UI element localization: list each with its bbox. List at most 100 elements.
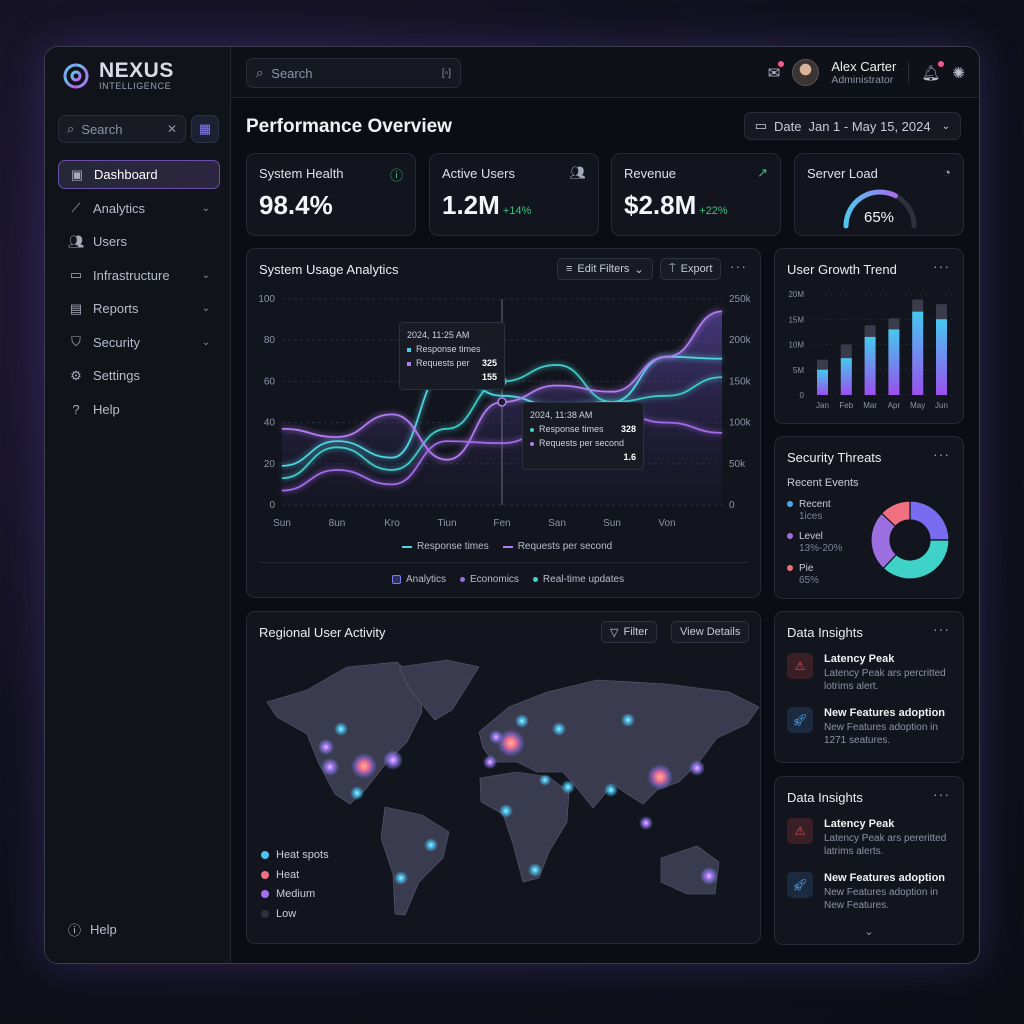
- activity-hotspot[interactable]: [552, 722, 566, 736]
- avatar[interactable]: [792, 59, 820, 86]
- more-options-icon[interactable]: ···: [933, 786, 950, 802]
- world-map[interactable]: [247, 612, 761, 944]
- rocket-icon: 🚀︎: [787, 707, 813, 733]
- sidebar-item-analytics[interactable]: ⟋ Analytics ⌄: [58, 194, 220, 223]
- sidebar-item-help[interactable]: ? Help: [58, 395, 220, 424]
- y-tick-label: 5M: [793, 366, 804, 375]
- info-icon[interactable]: ⓘ: [389, 168, 403, 183]
- chevron-down-icon: ⌄: [201, 202, 210, 214]
- qr-grid-button[interactable]: ▦: [191, 115, 219, 143]
- button-label: Export: [680, 263, 713, 275]
- x-tick-label: Jan: [816, 401, 829, 410]
- activity-hotspot[interactable]: [528, 863, 542, 877]
- filter-analytics[interactable]: Analytics: [392, 574, 446, 585]
- bar-value[interactable]: [817, 369, 828, 395]
- legend-label: Pie: [799, 563, 814, 574]
- chevron-down-icon[interactable]: ⌄: [864, 926, 874, 938]
- activity-hotspot[interactable]: [539, 774, 551, 786]
- activity-hotspot[interactable]: [561, 780, 575, 794]
- sidebar-item-label: Security: [93, 334, 140, 350]
- bar-value[interactable]: [912, 311, 924, 395]
- logo[interactable]: NEXUS INTELLIGENCE: [61, 60, 174, 91]
- insight-item[interactable]: 🚀︎ New Features adoption New Features adop…: [787, 707, 957, 747]
- legend-item[interactable]: Requests per second: [502, 541, 612, 552]
- kpi-title: Revenue: [624, 166, 677, 181]
- export-button[interactable]: ⍑ Export: [660, 258, 722, 280]
- server-load-gauge: [843, 189, 917, 229]
- kpi-value-text: 98.4%: [259, 190, 333, 220]
- sidebar-help-link[interactable]: ⓘ Help: [68, 920, 117, 939]
- bar-value[interactable]: [936, 319, 947, 395]
- activity-hotspot[interactable]: [639, 816, 653, 830]
- more-options-icon[interactable]: ···: [933, 446, 950, 462]
- brand-subtitle: INTELLIGENCE: [99, 81, 172, 91]
- activity-hotspot[interactable]: [497, 729, 525, 757]
- insight-item[interactable]: ⚠ Latency Peak Latency Peak ars percritted…: [787, 653, 957, 693]
- bar-value[interactable]: [864, 336, 876, 395]
- date-range-picker[interactable]: ▭ Date Jan 1 - May 15, 2024 ⌄: [743, 112, 961, 140]
- x-tick-label: San: [548, 518, 566, 529]
- donut-slice[interactable]: [909, 500, 950, 541]
- insight-item[interactable]: 🚀︎ New Features adoption New Features adop…: [787, 872, 957, 912]
- x-tick-label: 8un: [329, 518, 346, 529]
- legend-label: Recent: [799, 499, 831, 510]
- bar-value[interactable]: [840, 358, 852, 395]
- activity-hotspot[interactable]: [424, 838, 438, 852]
- activity-hotspot[interactable]: [489, 730, 503, 744]
- sidebar-item-security[interactable]: ⛉ Security ⌄: [58, 328, 220, 357]
- continent-eurasia: [478, 679, 760, 809]
- settings-button[interactable]: ✺: [952, 64, 965, 82]
- activity-hotspot[interactable]: [700, 867, 718, 885]
- activity-hotspot[interactable]: [351, 753, 377, 779]
- x-tick-label: Tiun: [437, 518, 456, 529]
- activity-hotspot[interactable]: [318, 739, 334, 755]
- y2-tick-label: 50k: [729, 459, 746, 470]
- card-subtitle: Recent Events: [787, 477, 859, 489]
- notifications-button[interactable]: 🔔︎: [921, 60, 945, 82]
- activity-hotspot[interactable]: [604, 783, 618, 797]
- legend-item[interactable]: Response times: [402, 541, 489, 552]
- sidebar-item-infrastructure[interactable]: ▭ Infrastructure ⌄: [58, 261, 220, 290]
- activity-hotspot[interactable]: [515, 714, 529, 728]
- card-title: System Usage Analytics: [259, 262, 399, 277]
- sidebar-item-dashboard[interactable]: ▣ Dashboard: [58, 160, 220, 189]
- user-info[interactable]: Alex Carter Administrator: [831, 59, 896, 86]
- x-tick-label: Mar: [863, 401, 877, 410]
- sidebar-item-users[interactable]: 👥︎ Users: [58, 227, 220, 256]
- activity-hotspot[interactable]: [499, 804, 513, 818]
- sidebar-item-settings[interactable]: ⚙ Settings: [58, 361, 220, 390]
- activity-hotspot[interactable]: [383, 750, 403, 770]
- donut-slice[interactable]: [882, 539, 950, 580]
- notification-dot: [938, 60, 945, 67]
- filter-button[interactable]: ▽ Filter: [601, 621, 657, 643]
- filter-economics[interactable]: Economics: [460, 574, 519, 585]
- edit-filters-button[interactable]: ≡ Edit Filters ⌄: [557, 258, 653, 280]
- activity-hotspot[interactable]: [689, 760, 705, 776]
- data-point[interactable]: [497, 397, 507, 407]
- global-search-input[interactable]: ⌕ Search [▫]: [246, 58, 461, 88]
- filter-realtime[interactable]: Real-time updates: [532, 574, 624, 585]
- activity-hotspot[interactable]: [394, 871, 408, 885]
- mail-button[interactable]: ✉: [768, 60, 785, 82]
- insight-item[interactable]: ⚠ Latency Peak Latency Peak ars pereritted…: [787, 818, 957, 858]
- more-options-icon[interactable]: ···: [933, 621, 950, 637]
- more-options-icon[interactable]: ···: [933, 258, 950, 274]
- donut-slice[interactable]: [880, 500, 911, 528]
- page-title: Performance Overview: [246, 116, 452, 137]
- bar-value[interactable]: [888, 329, 900, 395]
- activity-hotspot[interactable]: [334, 722, 348, 736]
- activity-hotspot[interactable]: [647, 764, 673, 790]
- export-icon: ⍑: [669, 262, 676, 275]
- sidebar-search-input[interactable]: ⌕ Search ✕: [58, 115, 186, 143]
- legend-label: Heat: [276, 868, 300, 881]
- document-icon: ▤: [69, 300, 83, 316]
- activity-hotspot[interactable]: [621, 713, 635, 727]
- activity-hotspot[interactable]: [350, 786, 364, 800]
- more-options-icon[interactable]: ···: [730, 258, 747, 274]
- clear-icon[interactable]: ✕: [166, 122, 177, 136]
- activity-hotspot[interactable]: [483, 755, 497, 769]
- activity-hotspot[interactable]: [321, 758, 339, 776]
- sidebar-item-reports[interactable]: ▤ Reports ⌄: [58, 294, 220, 323]
- view-details-button[interactable]: View Details: [671, 621, 750, 643]
- scan-icon[interactable]: [▫]: [441, 67, 451, 79]
